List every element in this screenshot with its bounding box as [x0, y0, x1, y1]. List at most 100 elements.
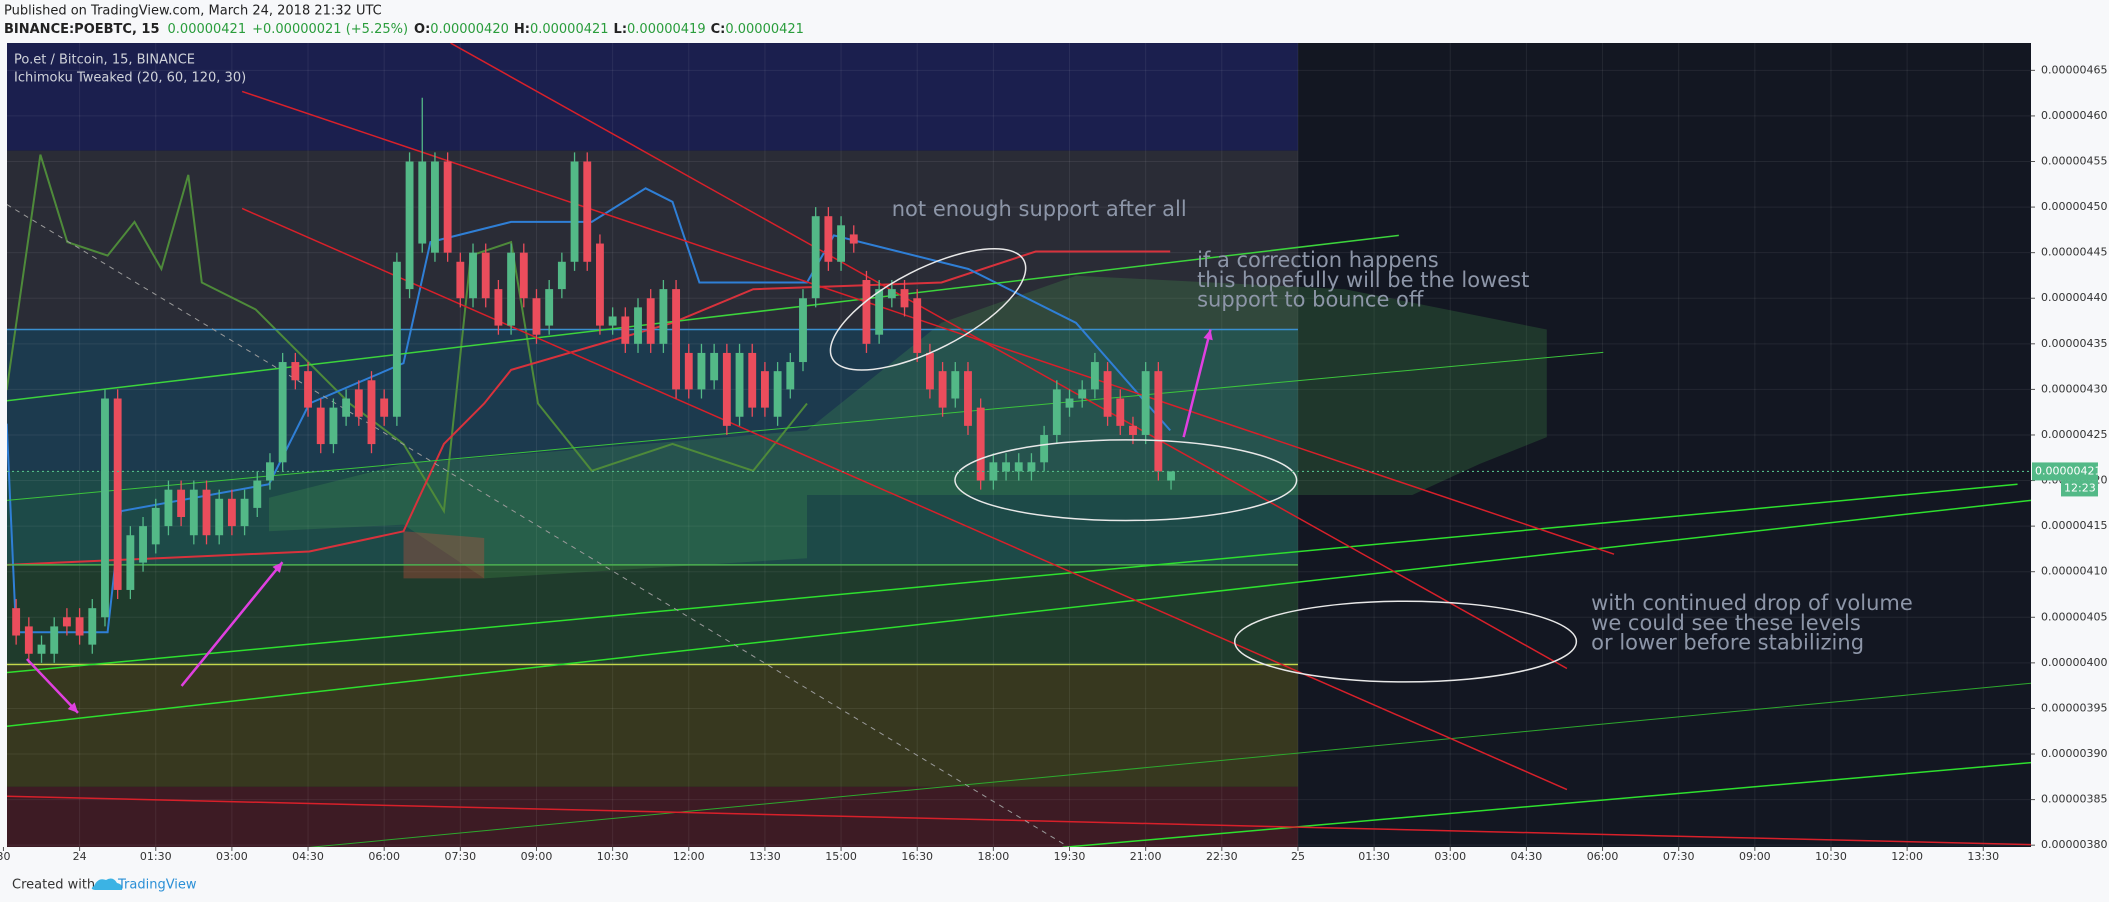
candle-body [1167, 471, 1175, 481]
candle-body [1052, 389, 1061, 435]
candle-body [532, 298, 541, 335]
x-tick-label: 03:00 [216, 850, 248, 863]
candle-body [75, 617, 84, 636]
candle-body [177, 489, 186, 518]
x-tick-label: 07:30 [1663, 850, 1695, 863]
x-tick-label: 24 [73, 850, 87, 863]
candle-body [189, 489, 198, 536]
footer-brand[interactable]: TradingView [117, 878, 197, 893]
annotation-text: support to bounce off [1197, 288, 1424, 312]
candle-body [659, 289, 668, 344]
candle-body [684, 352, 693, 390]
trend-line [241, 90, 1615, 555]
x-tick-label: 10:30 [1815, 850, 1847, 863]
candle-body [481, 252, 490, 299]
x-tick-label: 09:00 [1739, 850, 1771, 863]
candle-body [811, 216, 820, 299]
annotation-text: with continued drop of volume [1591, 591, 1913, 615]
candle-body [1065, 398, 1074, 408]
candle-body [342, 398, 351, 417]
countdown-tag [2061, 480, 2098, 497]
candle-body [557, 261, 566, 290]
candle-body [964, 371, 972, 426]
annotation-ellipse [829, 247, 1027, 371]
x-tick-label: 06:00 [368, 850, 400, 863]
price-tag-label: 0.00000421 [2035, 464, 2101, 477]
y-tick-label: 0.00000450 [2041, 200, 2107, 213]
candle-body [596, 243, 604, 326]
candle-body [837, 225, 846, 262]
candle-body [1078, 389, 1087, 399]
dashed-line [7, 204, 1070, 847]
candle-body [887, 289, 896, 299]
candle-body [925, 352, 934, 390]
candle-body [88, 608, 97, 645]
c-value: 0.00000421 [725, 22, 804, 37]
candle-body [37, 644, 46, 654]
x-tick-label: 07:30 [444, 850, 476, 863]
y-tick-label: 0.00000380 [2041, 838, 2107, 851]
price-tag [2032, 462, 2098, 481]
arrow-head [1203, 329, 1213, 341]
candle-body [1141, 371, 1150, 435]
candle-body [164, 489, 173, 527]
candle-body [862, 280, 871, 344]
candle-body [392, 261, 401, 417]
candle-body [418, 161, 427, 244]
candle-body [1103, 371, 1112, 417]
candle-body [507, 252, 516, 326]
arrow-head [67, 702, 79, 713]
y-tick-label: 0.00000400 [2041, 656, 2107, 669]
trend-line [450, 43, 1568, 670]
zone [7, 43, 1298, 151]
x-tick-label: 30 [0, 850, 10, 863]
candle-body [1129, 425, 1137, 435]
candle-body [875, 289, 884, 335]
o-value: 0.00000420 [430, 22, 509, 37]
candle-body [304, 371, 312, 408]
y-tick-label: 0.00000415 [2041, 519, 2107, 532]
trend-line [7, 483, 2018, 674]
arrow-head [272, 562, 283, 573]
candle-body [24, 626, 33, 654]
x-tick-label: 03:00 [1434, 850, 1466, 863]
price-axis [2031, 43, 2109, 847]
y-tick-label: 0.00000425 [2041, 428, 2107, 441]
y-tick-label: 0.00000460 [2041, 109, 2107, 122]
candle-body [1116, 398, 1125, 426]
candle-body [722, 352, 731, 426]
candle-body [126, 535, 135, 590]
ichimoku-cloud [269, 275, 1547, 579]
candle-body [215, 498, 224, 536]
candle-body [1090, 362, 1099, 390]
axes: 0.00000380 0.00000385 0.00000390 0.00000395… [0, 43, 2109, 863]
legend-text: Po.et / Bitcoin, 15, BINANCE [14, 53, 195, 68]
x-tick-label: 13:30 [1967, 850, 1999, 863]
candle-body [431, 161, 439, 253]
price: 0.00000421 [168, 22, 247, 37]
candle-body [101, 398, 109, 618]
candle-body [710, 352, 719, 381]
candle-body [621, 316, 630, 344]
candle-body [240, 498, 249, 527]
candle-body [913, 298, 922, 353]
candle-body [62, 617, 71, 627]
candle-body [316, 407, 325, 445]
candle-body [760, 371, 769, 408]
x-tick-label: 25 [1291, 850, 1305, 863]
candle-body [227, 498, 236, 527]
candle-body [900, 289, 909, 308]
candle-body [938, 371, 947, 408]
candle-body [583, 161, 592, 262]
candle-body [1027, 462, 1036, 472]
x-tick-label: 12:00 [673, 850, 705, 863]
annotation-text: we could see these levels [1591, 611, 1861, 635]
x-tick-label: 04:30 [1511, 850, 1543, 863]
legend-text: Ichimoku Tweaked (20, 60, 120, 30) [14, 71, 246, 86]
annotation-ellipse [1233, 600, 1578, 683]
trend-line [7, 499, 2031, 728]
brand-logo [91, 878, 123, 890]
annotation-arrow [180, 561, 284, 687]
